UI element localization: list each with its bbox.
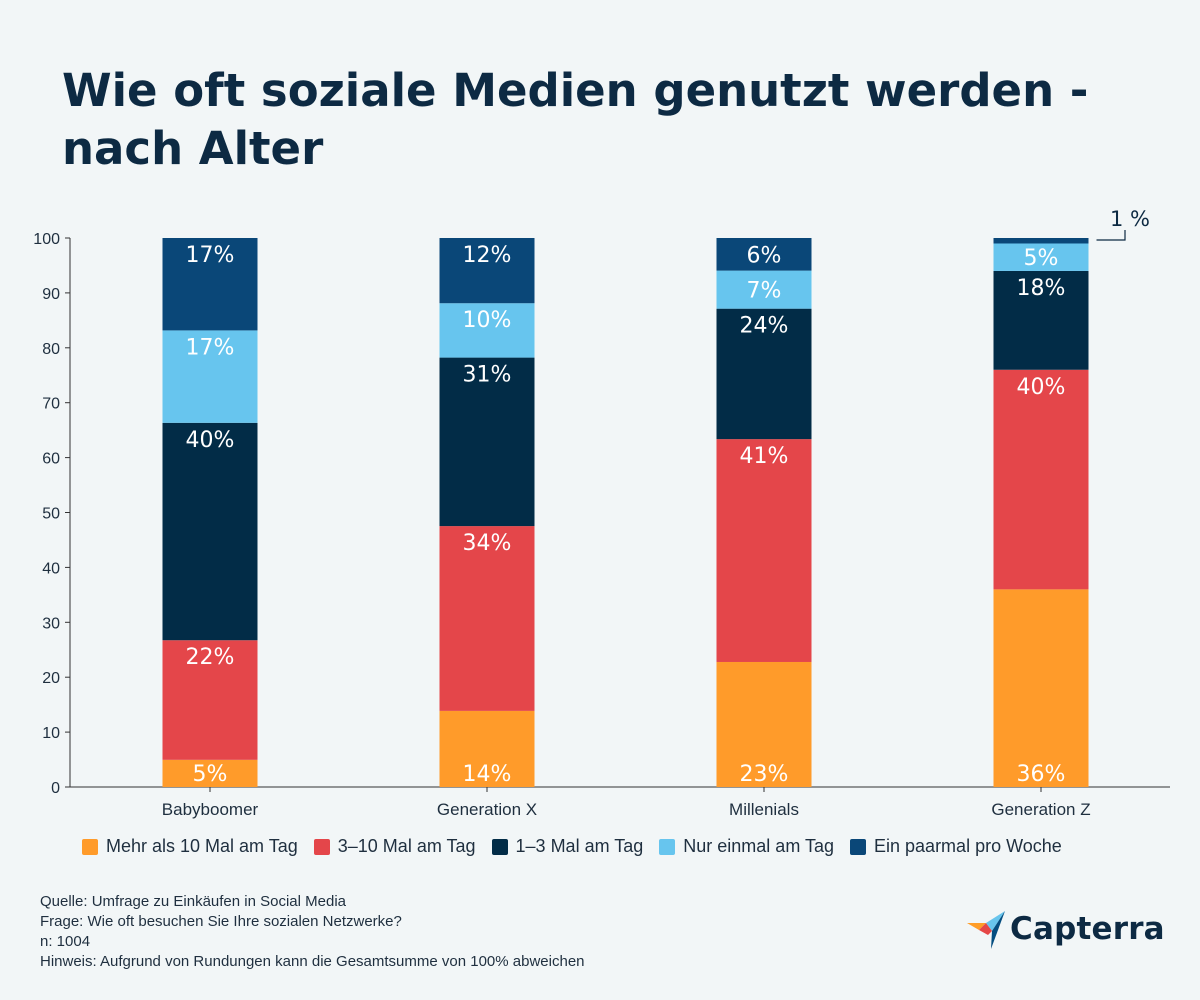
y-tick-label: 80 bbox=[42, 341, 60, 358]
source-note: Quelle: Umfrage zu Einkäufen in Social M… bbox=[40, 893, 346, 910]
bar-segment bbox=[716, 238, 812, 271]
legend-item-3-10: 3–10 Mal am Tag bbox=[313, 836, 476, 857]
bar-segment bbox=[439, 710, 535, 787]
logo-part-lightblue bbox=[986, 911, 1005, 931]
bar-segment bbox=[716, 308, 812, 440]
x-tick-label: Millenials bbox=[729, 800, 799, 819]
data-label: 17% bbox=[186, 335, 235, 360]
legend-item-more-than-10: Mehr als 10 Mal am Tag bbox=[82, 836, 298, 857]
chart-title: Wie oft soziale Medien genutzt werden - … bbox=[62, 64, 1089, 175]
x-tick-label: Babyboomer bbox=[162, 800, 259, 819]
data-label: 18% bbox=[1017, 276, 1066, 301]
sample-size-note: n: 1004 bbox=[40, 933, 91, 950]
bar-segment bbox=[716, 439, 812, 662]
bar-segment bbox=[993, 270, 1089, 370]
data-label: 5% bbox=[193, 762, 228, 787]
bars-layer bbox=[162, 238, 1089, 787]
bar-segment bbox=[162, 759, 258, 787]
data-label: 34% bbox=[463, 531, 512, 556]
legend-label: 1–3 Mal am Tag bbox=[515, 836, 644, 856]
bar-segment bbox=[439, 238, 535, 304]
data-label: 24% bbox=[740, 314, 789, 339]
bar-segment bbox=[716, 661, 812, 787]
bar-segment bbox=[162, 330, 258, 423]
y-tick-label: 40 bbox=[42, 560, 60, 577]
data-label: 23% bbox=[740, 762, 789, 787]
bar-segment bbox=[439, 303, 535, 358]
bar-segment bbox=[993, 589, 1089, 787]
legend-swatch bbox=[313, 838, 330, 855]
data-label: 22% bbox=[186, 645, 235, 670]
legend-item-once-daily: Nur einmal am Tag bbox=[659, 836, 834, 857]
y-tick-label: 30 bbox=[42, 615, 60, 632]
data-label: 36% bbox=[1017, 762, 1066, 787]
bar-segment bbox=[993, 243, 1089, 271]
bar-segment bbox=[993, 238, 1089, 244]
footnotes: Quelle: Umfrage zu Einkäufen in Social M… bbox=[40, 892, 585, 972]
y-tick-label: 90 bbox=[42, 286, 60, 303]
logo-part-darkblue bbox=[991, 911, 1005, 949]
capterra-logo: Capterra bbox=[966, 908, 1165, 950]
data-label: 5% bbox=[1024, 246, 1059, 271]
data-label: 10% bbox=[463, 308, 512, 333]
chart-legend: Mehr als 10 Mal am Tag 3–10 Mal am Tag 1… bbox=[82, 836, 1078, 857]
axis-layer: 0 10 20 30 40 50 60 70 80 90 100 Babyboomer Generati… bbox=[33, 231, 1170, 819]
legend-swatch bbox=[659, 838, 676, 855]
y-tick-label: 0 bbox=[51, 780, 60, 797]
legend-swatch bbox=[850, 838, 867, 855]
legend-item-1-3: 1–3 Mal am Tag bbox=[491, 836, 644, 857]
data-label: 17% bbox=[186, 243, 235, 268]
x-tick-label: Generation Z bbox=[991, 800, 1090, 819]
legend-label: Ein paarmal pro Woche bbox=[874, 836, 1062, 856]
data-label: 40% bbox=[186, 428, 235, 453]
bar-segment bbox=[439, 357, 535, 527]
y-tick-label: 100 bbox=[33, 231, 60, 248]
bar-segment bbox=[162, 238, 258, 331]
data-label: 40% bbox=[1017, 375, 1066, 400]
question-note: Frage: Wie oft besuchen Sie Ihre soziale… bbox=[40, 913, 402, 930]
legend-label: 3–10 Mal am Tag bbox=[337, 836, 476, 856]
bar-segment bbox=[716, 270, 812, 309]
y-tick-label: 70 bbox=[42, 396, 60, 413]
logo-part-orange bbox=[967, 923, 986, 930]
logo-text: Capterra bbox=[1010, 911, 1165, 947]
y-tick-label: 60 bbox=[42, 451, 60, 468]
capterra-logo-icon bbox=[967, 911, 1005, 949]
legend-label: Mehr als 10 Mal am Tag bbox=[106, 836, 298, 856]
bar-segment bbox=[162, 422, 258, 641]
bar-segment bbox=[993, 369, 1089, 590]
legend-label: Nur einmal am Tag bbox=[683, 836, 835, 856]
data-label-callout: 1 % bbox=[1110, 207, 1150, 231]
data-label: 7% bbox=[747, 279, 782, 304]
data-label: 31% bbox=[463, 363, 512, 388]
y-tick-label: 10 bbox=[42, 725, 60, 742]
data-label: 41% bbox=[740, 444, 789, 469]
logo-part-red bbox=[979, 923, 992, 935]
x-tick-label: Generation X bbox=[437, 800, 537, 819]
data-labels-layer: 5% 22% 40% 17% 17% 14% 34% 31% 10% 12% 23% 41% 24% 7%… bbox=[186, 207, 1150, 787]
legend-swatch bbox=[491, 838, 508, 855]
y-tick-label: 20 bbox=[42, 670, 60, 687]
y-tick-label: 50 bbox=[42, 506, 60, 523]
bar-segment bbox=[162, 640, 258, 760]
legend-swatch bbox=[82, 838, 98, 855]
data-label: 12% bbox=[463, 243, 512, 268]
rounding-hint-note: Hinweis: Aufgrund von Rundungen kann die… bbox=[40, 953, 585, 970]
callout-leader-line bbox=[1096, 230, 1126, 241]
bar-segment bbox=[439, 526, 535, 711]
legend-item-few-times-weekly: Ein paarmal pro Woche bbox=[850, 836, 1062, 857]
data-label: 6% bbox=[747, 243, 782, 268]
data-label: 14% bbox=[463, 762, 512, 787]
